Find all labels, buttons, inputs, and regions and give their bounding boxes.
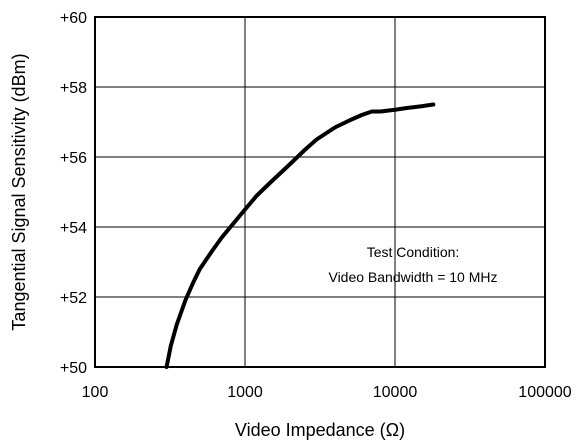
y-tick-label: +58 <box>60 80 87 97</box>
series-layer <box>164 102 436 369</box>
y-tick-label: +54 <box>60 220 87 237</box>
annotation-video-bandwidth: Video Bandwidth = 10 MHz <box>328 269 497 285</box>
plot-frame <box>94 16 546 368</box>
series-line <box>164 102 436 369</box>
annotation-test-condition: Test Condition: <box>367 244 460 260</box>
grid-layer <box>94 16 546 368</box>
tick-layer: 100 1000 10000 100000 +50 +52 +54 +56 +58 +60 <box>60 10 572 401</box>
y-axis-title: Tangential Signal Sensitivity (dBm) <box>9 53 29 330</box>
x-tick-label: 1000 <box>227 384 263 401</box>
x-tick-label: 10000 <box>373 384 418 401</box>
y-tick-label: +56 <box>60 150 87 167</box>
y-tick-label: +52 <box>60 290 87 307</box>
x-axis-title: Video Impedance (Ω) <box>235 420 405 440</box>
y-tick-label: +60 <box>60 10 87 27</box>
x-tick-label: 100 <box>82 384 109 401</box>
y-tick-label: +50 <box>60 360 87 377</box>
x-tick-label: 100000 <box>518 384 571 401</box>
